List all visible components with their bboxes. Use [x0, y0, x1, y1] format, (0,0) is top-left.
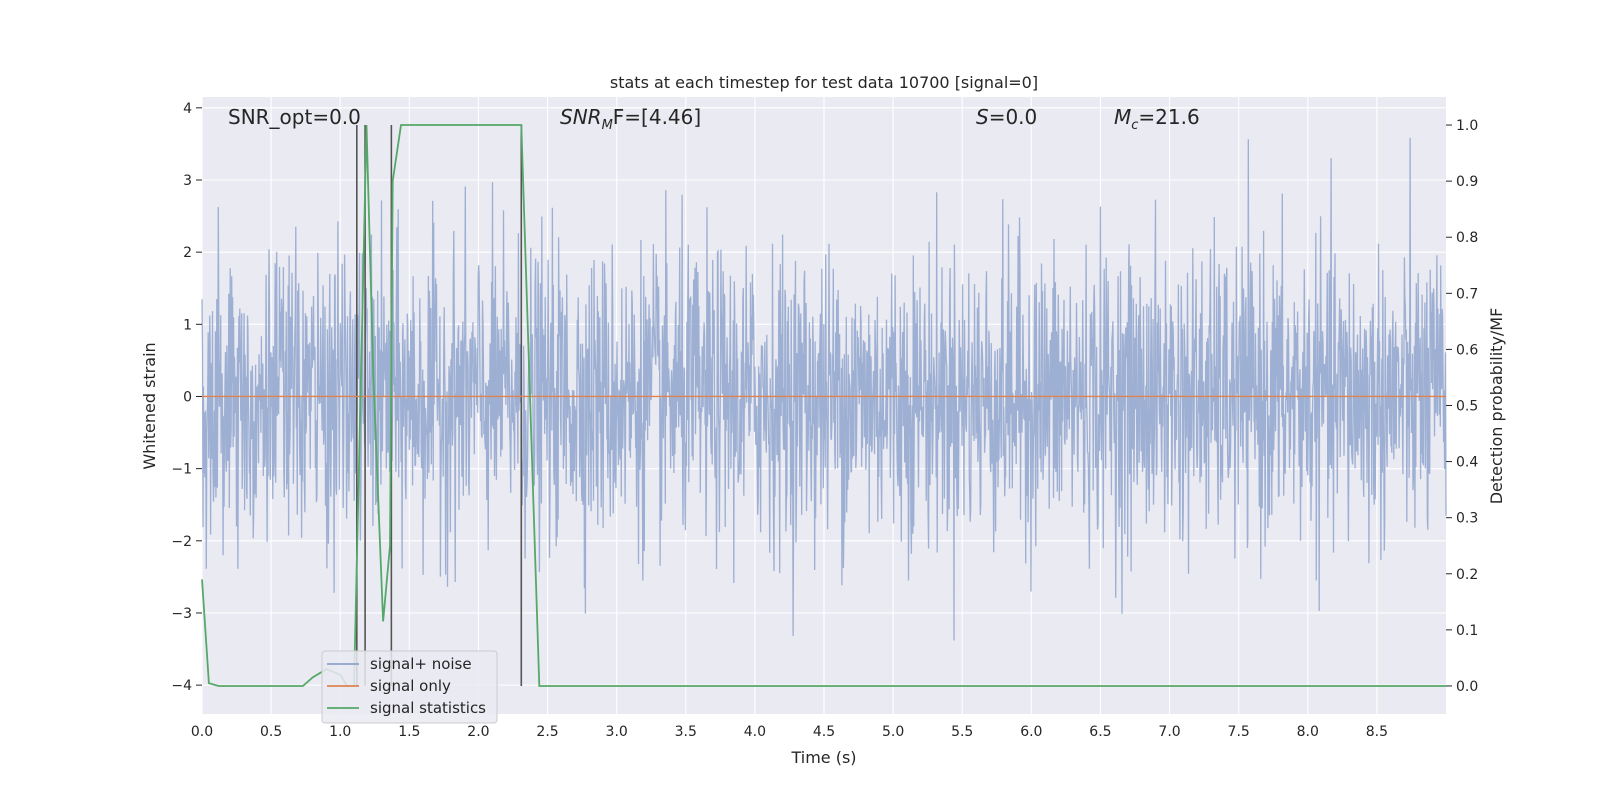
- s-main: S: [976, 105, 989, 129]
- snr-mf-main: SNR: [560, 105, 602, 129]
- y-right-tick-label-0: 1.0: [1456, 118, 1478, 134]
- x-axis-ticks: 0.0 0.5 1.0 1.5 2.0 2.5 3.0 3.5 4.0 4.5 5.0 5.5 6.0 6…: [191, 724, 1388, 740]
- x-tick-label-2: 1.0: [329, 724, 351, 740]
- y-right-tick-label-7: 0.3: [1456, 511, 1478, 527]
- y-right-tick-label-4: 0.6: [1456, 342, 1478, 358]
- y-left-tick-label-6: −2: [171, 534, 192, 550]
- legend-label-signal-noise: signal+ noise: [370, 655, 472, 673]
- y-right-tick-label-3: 0.7: [1456, 286, 1478, 302]
- y-left-tick-label-8: −4: [171, 678, 192, 694]
- x-axis-label: Time (s): [790, 748, 856, 767]
- mc-rest: =21.6: [1138, 105, 1199, 129]
- x-tick-label-0: 0.0: [191, 724, 213, 740]
- mc-main: M: [1114, 105, 1131, 129]
- y-right-tick-label-9: 0.1: [1456, 623, 1478, 639]
- y-right-tick-label-6: 0.4: [1456, 455, 1478, 471]
- signal-statistics-line: [201, 124, 1446, 687]
- snr-mf-subscript: M: [602, 118, 613, 133]
- signal-noise-series: [201, 137, 1447, 641]
- y-right-axis-ticks: 1.0 0.9 0.8 0.7 0.6 0.5 0.4 0.3 0.2 0.1 0.0: [1446, 118, 1478, 695]
- y-left-tick-label-5: −1: [171, 462, 192, 478]
- mc-subscript: c: [1131, 118, 1138, 133]
- y-right-tick-label-2: 0.8: [1456, 230, 1478, 246]
- x-tick-label-10: 5.0: [882, 724, 904, 740]
- x-tick-label-4: 2.0: [467, 724, 489, 740]
- y-right-tick-label-5: 0.5: [1456, 399, 1478, 415]
- x-tick-label-7: 3.5: [675, 724, 697, 740]
- y-left-tick-label-7: −3: [171, 606, 192, 622]
- chart-title: stats at each timestep for test data 107…: [610, 73, 1038, 92]
- annotation-mc: Mc=21.6: [1114, 105, 1200, 133]
- x-tick-label-17: 8.5: [1366, 724, 1388, 740]
- x-tick-label-1: 0.5: [260, 724, 282, 740]
- y-right-tick-label-10: 0.0: [1456, 679, 1478, 695]
- s-rest: =0.0: [989, 105, 1038, 129]
- x-tick-label-8: 4.0: [744, 724, 766, 740]
- y-right-tick-label-8: 0.2: [1456, 567, 1478, 583]
- y-left-axis-ticks: 4 3 2 1 0 −1 −2 −3 −4: [171, 101, 202, 694]
- y-right-tick-label-1: 0.9: [1456, 174, 1478, 190]
- x-tick-label-6: 3.0: [606, 724, 628, 740]
- x-tick-label-11: 5.5: [951, 724, 973, 740]
- x-tick-label-3: 1.5: [398, 724, 420, 740]
- annotation-snr-opt: SNR_opt=0.0: [228, 105, 361, 129]
- snr-mf-rest: F=[4.46]: [613, 105, 701, 129]
- x-tick-label-13: 6.5: [1089, 724, 1111, 740]
- y-left-axis-label: Whitened strain: [140, 342, 159, 469]
- y-left-tick-label-2: 2: [183, 245, 192, 261]
- y-left-tick-label-4: 0: [183, 389, 192, 405]
- legend-label-signal-statistics: signal statistics: [370, 699, 486, 717]
- legend: signal+ noise signal only signal statist…: [321, 650, 498, 724]
- legend-box: [321, 650, 498, 724]
- x-tick-label-16: 8.0: [1297, 724, 1319, 740]
- x-tick-label-12: 6.0: [1020, 724, 1042, 740]
- signal-noise-line: [201, 137, 1447, 641]
- x-tick-label-15: 7.5: [1228, 724, 1250, 740]
- y-left-tick-label-0: 4: [183, 101, 192, 117]
- y-right-axis-label: Detection probability/MF: [1487, 308, 1506, 505]
- x-tick-label-9: 4.5: [813, 724, 835, 740]
- x-tick-label-5: 2.5: [536, 724, 558, 740]
- x-tick-label-14: 7.0: [1158, 724, 1180, 740]
- annotation-s: S=0.0: [976, 105, 1037, 129]
- y-left-tick-label-1: 3: [183, 173, 192, 189]
- annotation-snr-mf: SNRMF=[4.46]: [560, 105, 701, 133]
- y-left-tick-label-3: 1: [183, 317, 192, 333]
- legend-label-signal-only: signal only: [370, 677, 451, 695]
